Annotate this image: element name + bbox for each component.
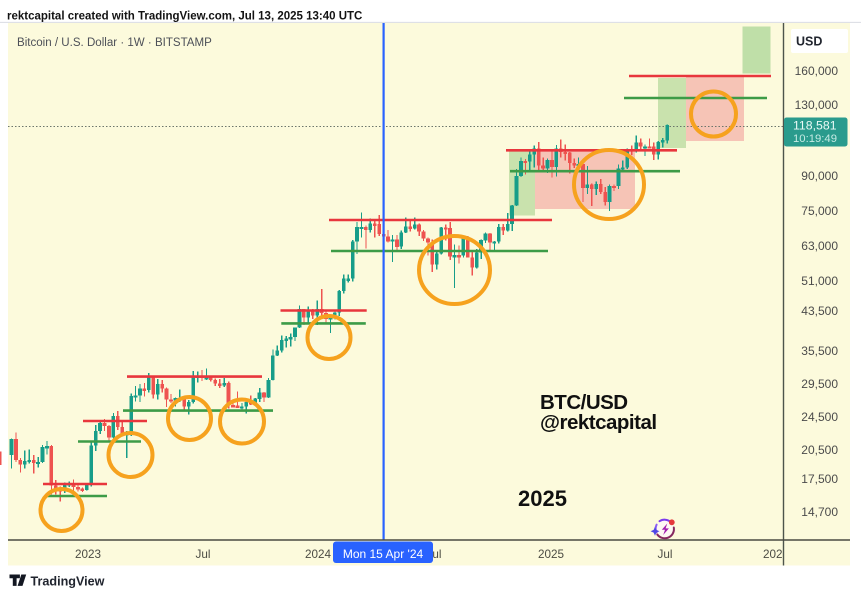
svg-text:2025: 2025 [538, 548, 565, 561]
svg-text:Jul: Jul [658, 548, 673, 561]
svg-text:TradingView: TradingView [31, 575, 105, 589]
svg-text:51,000: 51,000 [801, 274, 838, 288]
svg-text:10:19:49: 10:19:49 [793, 133, 837, 145]
svg-text:24,500: 24,500 [801, 410, 838, 424]
svg-text:75,000: 75,000 [801, 204, 838, 218]
svg-text:Bitcoin / U.S. Dollar · 1W · B: Bitcoin / U.S. Dollar · 1W · BITSTAMP [17, 37, 212, 49]
svg-text:20,500: 20,500 [801, 443, 838, 457]
svg-text:29,500: 29,500 [801, 377, 838, 391]
svg-text:@rektcapital: @rektcapital [540, 411, 657, 434]
svg-text:90,000: 90,000 [801, 169, 838, 183]
svg-text:2023: 2023 [75, 548, 101, 561]
svg-text:2025: 2025 [518, 486, 567, 511]
svg-text:2024: 2024 [305, 548, 332, 561]
svg-text:160,000: 160,000 [795, 64, 839, 78]
svg-text:63,000: 63,000 [801, 239, 838, 253]
svg-text:202: 202 [763, 548, 783, 561]
svg-text:35,500: 35,500 [801, 344, 838, 358]
svg-text:Jul: Jul [196, 548, 211, 561]
svg-text:14,700: 14,700 [801, 505, 838, 519]
svg-text:17,500: 17,500 [801, 472, 838, 486]
svg-text:BTC/USD: BTC/USD [540, 391, 628, 414]
svg-text:rektcapital created with Tradi: rektcapital created with TradingView.com… [7, 11, 362, 23]
svg-text:43,500: 43,500 [801, 304, 838, 318]
svg-text:118,581: 118,581 [793, 119, 837, 133]
svg-text:USD: USD [796, 35, 822, 49]
svg-text:Mon 15 Apr '24: Mon 15 Apr '24 [343, 547, 424, 561]
svg-text:130,000: 130,000 [795, 98, 839, 112]
